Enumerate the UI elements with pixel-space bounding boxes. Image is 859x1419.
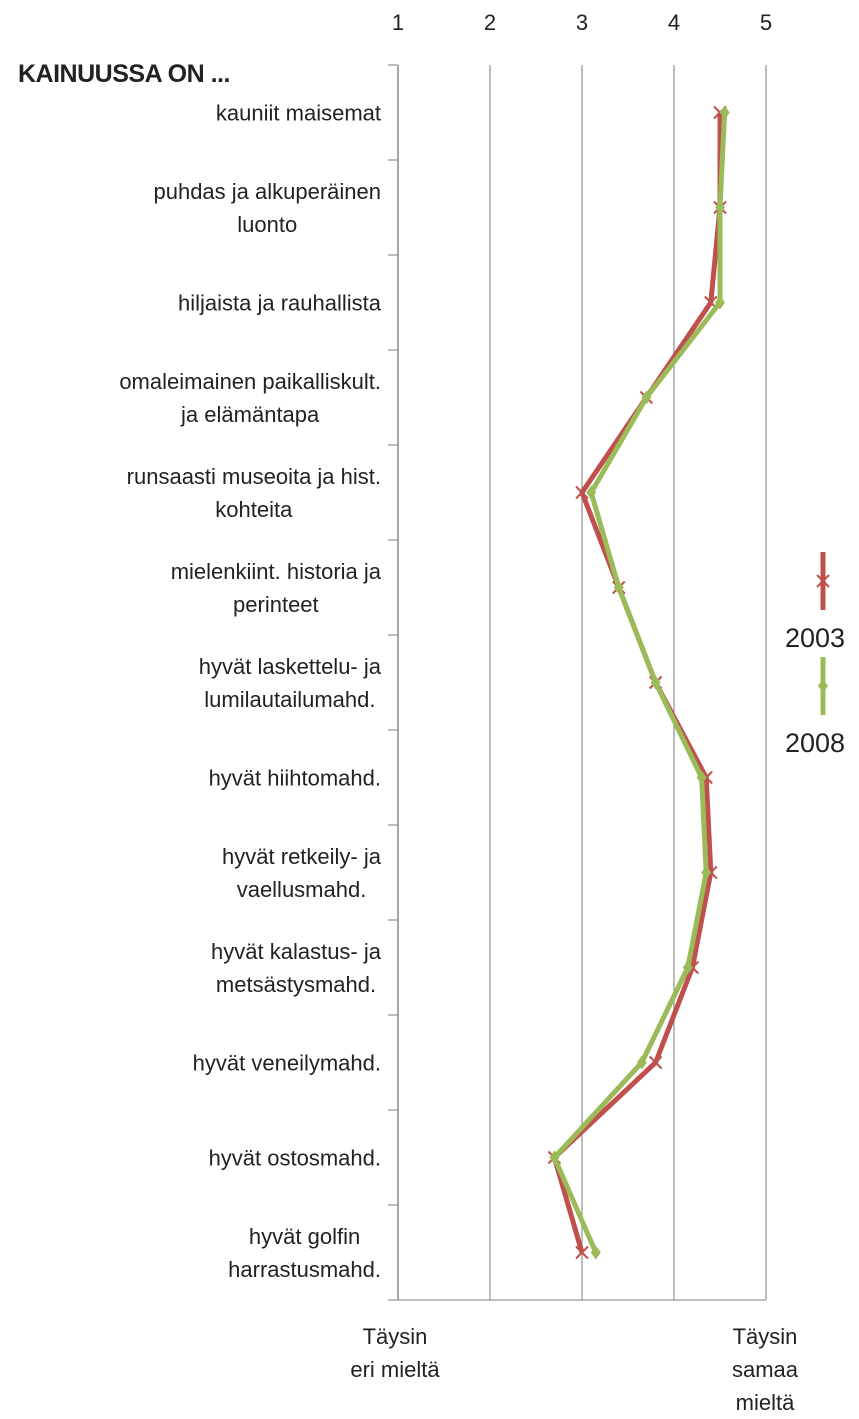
y-tick-label: omaleimainen paikalliskult. ja elämäntap…	[119, 368, 381, 427]
category-label-box: hyvät hiihtomahd.	[209, 761, 381, 794]
category-label-box: hyvät retkeily- ja vaellusmahd.	[222, 840, 381, 906]
data-point	[636, 1055, 647, 1070]
data-point	[715, 200, 725, 215]
category-label-box: hyvät laskettelu- ja lumilautailumahd.	[199, 650, 381, 716]
legend-marker	[818, 679, 828, 693]
category-label-box: omaleimainen paikalliskult. ja elämäntap…	[119, 365, 381, 431]
data-point	[575, 1245, 589, 1260]
series-line	[551, 112, 723, 1254]
category-label-box: hyvät ostosmahd.	[209, 1141, 381, 1174]
x-tick-label: 3	[576, 10, 588, 35]
chart-title: KAINUUSSA ON ...	[18, 60, 230, 88]
legend-marker	[816, 574, 830, 588]
x-tick-label: 1	[392, 10, 404, 35]
category-label-box: mielenkiint. historia ja perinteet	[171, 555, 381, 621]
y-tick-label: hyvät golfin harrastusmahd.	[228, 1223, 381, 1282]
data-point	[575, 485, 589, 500]
data-point	[549, 1150, 560, 1165]
data-point	[715, 295, 725, 310]
data-point	[590, 1245, 601, 1260]
series-line	[551, 112, 728, 1254]
y-tick-label: hyvät retkeily- ja vaellusmahd.	[222, 843, 381, 902]
data-point	[650, 675, 661, 690]
y-tick-label: hyvät ostosmahd.	[208, 1145, 381, 1170]
data-point	[586, 485, 597, 500]
category-label-box: runsaasti museoita ja hist. kohteita	[127, 460, 381, 526]
y-tick-label: runsaasti museoita ja hist. kohteita	[126, 463, 381, 522]
category-label-box: hyvät golfin harrastusmahd.	[228, 1220, 381, 1286]
category-label-box: hiljaista ja rauhallista	[178, 286, 381, 319]
y-tick-label: puhdas ja alkuperäinen luonto	[153, 178, 381, 237]
chart: 1 2 3 4 5 2003 2008	[388, 10, 845, 1301]
category-label-box: hyvät kalastus- ja metsästysmahd.	[211, 935, 381, 1001]
page: {"chart_data": {"type": "line", "title":…	[18, 10, 846, 1415]
category-label-box: kauniit maisemat	[216, 96, 381, 129]
y-tick-label: hyvät veneilymahd.	[192, 1050, 381, 1075]
category-label-box: puhdas ja alkuperäinen luonto	[153, 175, 381, 241]
y-tick-label: hyvät laskettelu- ja lumilautailumahd.	[198, 653, 381, 712]
data-point	[696, 770, 707, 785]
x-axis-right-label: Täysin samaa mieltä	[731, 1324, 799, 1415]
data-point	[719, 105, 730, 120]
data-point	[701, 865, 712, 880]
y-tick-label: hiljaista ja rauhallista	[178, 290, 381, 315]
x-tick-label: 2	[484, 10, 496, 35]
y-tick-label: mielenkiint. historia ja perinteet	[170, 558, 381, 617]
legend-label: 2008	[785, 728, 845, 758]
data-point	[682, 960, 693, 975]
y-tick-label: hyvät kalastus- ja metsästysmahd.	[211, 938, 381, 997]
data-point	[641, 390, 652, 405]
legend-label: 2003	[785, 623, 845, 653]
data-point	[613, 580, 624, 595]
x-axis-left-label: Täysin eri mieltä	[350, 1324, 440, 1382]
x-tick-label: 4	[668, 10, 680, 35]
y-tick-label: hyvät hiihtomahd.	[208, 765, 381, 790]
y-tick-label: kauniit maisemat	[215, 100, 381, 125]
x-tick-label: 5	[760, 10, 772, 35]
category-label-box: hyvät veneilymahd.	[193, 1046, 381, 1079]
data-point	[648, 1055, 663, 1070]
